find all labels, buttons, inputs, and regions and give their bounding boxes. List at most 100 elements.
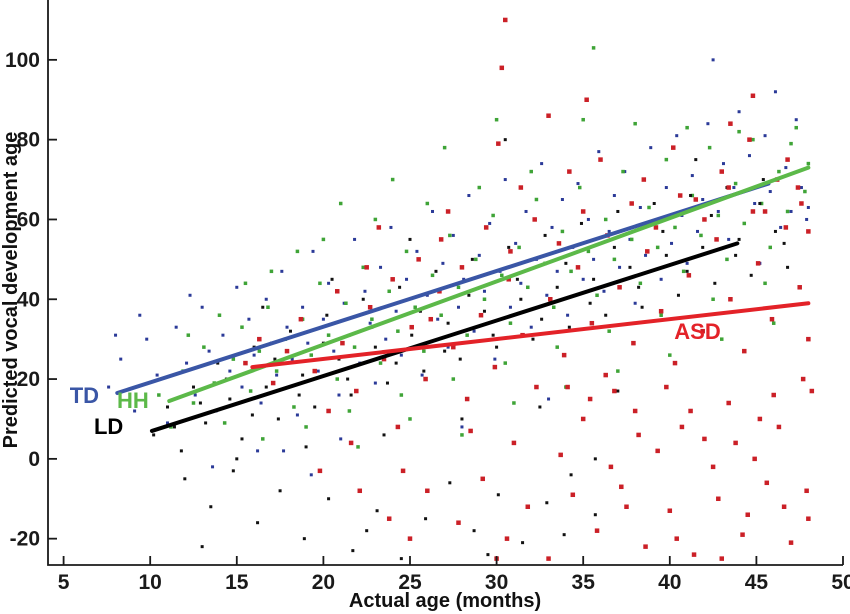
data-point xyxy=(759,201,764,206)
data-point xyxy=(545,501,549,505)
data-point xyxy=(462,277,466,281)
data-point xyxy=(686,273,692,278)
data-point xyxy=(456,285,461,290)
data-point xyxy=(783,225,789,230)
data-point xyxy=(809,388,815,394)
data-point xyxy=(550,225,554,229)
data-point xyxy=(446,321,450,325)
data-point xyxy=(702,217,707,222)
data-point xyxy=(521,541,525,545)
data-point xyxy=(408,417,412,421)
data-point xyxy=(379,265,383,269)
x-tick-label: 50 xyxy=(831,571,850,594)
data-point xyxy=(222,421,227,425)
data-point xyxy=(448,233,452,238)
data-point xyxy=(191,401,196,405)
data-point xyxy=(592,257,596,261)
data-point xyxy=(794,125,798,130)
data-point xyxy=(732,186,736,190)
data-point xyxy=(690,193,695,198)
data-point xyxy=(675,134,679,138)
data-point xyxy=(720,337,724,341)
data-point xyxy=(534,197,539,202)
data-point xyxy=(312,368,317,374)
data-point xyxy=(579,221,583,225)
data-point xyxy=(493,357,497,361)
data-point xyxy=(240,325,244,329)
data-point xyxy=(280,269,284,273)
data-point xyxy=(525,504,531,509)
data-point xyxy=(332,349,336,353)
data-point xyxy=(200,305,204,309)
data-point xyxy=(637,285,641,289)
data-point xyxy=(789,141,793,146)
data-point xyxy=(670,241,674,245)
data-point xyxy=(716,496,721,502)
data-point xyxy=(806,205,810,209)
td-points xyxy=(107,58,810,477)
data-point xyxy=(659,277,663,281)
data-point xyxy=(740,532,745,537)
data-point xyxy=(157,393,161,397)
data-point xyxy=(608,464,614,470)
data-point xyxy=(629,237,634,242)
data-point xyxy=(413,305,417,309)
data-point xyxy=(762,209,768,214)
data-point xyxy=(472,329,476,333)
data-point xyxy=(349,393,353,397)
data-point xyxy=(716,213,721,218)
data-point xyxy=(316,369,320,373)
data-point xyxy=(745,512,750,517)
data-point xyxy=(327,497,331,501)
data-point xyxy=(185,361,189,365)
data-point xyxy=(337,393,341,397)
data-point xyxy=(757,416,763,422)
data-point xyxy=(186,333,191,337)
data-point xyxy=(302,537,306,541)
data-point xyxy=(806,336,811,342)
data-point xyxy=(325,313,329,317)
data-point xyxy=(467,293,471,297)
data-point xyxy=(805,217,809,221)
data-point xyxy=(555,285,559,289)
data-point xyxy=(250,413,254,417)
data-point xyxy=(636,432,641,438)
data-point xyxy=(456,305,460,309)
data-point xyxy=(628,265,632,269)
data-point xyxy=(742,348,747,354)
data-point xyxy=(789,209,793,213)
data-point xyxy=(633,121,637,126)
data-point xyxy=(604,313,608,317)
data-point xyxy=(228,397,232,401)
data-point xyxy=(693,197,699,202)
data-point xyxy=(292,405,296,409)
data-point xyxy=(806,516,811,521)
data-point xyxy=(546,556,551,561)
data-point xyxy=(503,138,507,142)
hh-label: HH xyxy=(117,388,149,413)
y-tick-label: -20 xyxy=(10,528,40,551)
data-point xyxy=(438,237,444,242)
data-point xyxy=(584,97,589,103)
data-point xyxy=(803,189,807,194)
data-point xyxy=(768,190,772,194)
data-point xyxy=(361,297,365,301)
data-point xyxy=(217,313,222,317)
data-point xyxy=(119,357,123,361)
data-point xyxy=(387,289,391,294)
data-point xyxy=(540,162,544,166)
data-point xyxy=(155,373,159,377)
data-point xyxy=(755,261,761,266)
data-point xyxy=(594,528,600,533)
data-point xyxy=(446,345,450,349)
data-point xyxy=(460,417,464,421)
data-point xyxy=(769,316,775,322)
data-point xyxy=(256,449,260,453)
axes-layer: 5 10 15 20 25 30 35 40 45 50 -20 0 20 40 60 80 100 xyxy=(5,0,850,594)
data-point xyxy=(779,225,783,229)
data-point xyxy=(621,169,625,174)
data-point xyxy=(334,289,340,294)
data-point xyxy=(442,145,447,150)
data-point xyxy=(543,233,547,237)
